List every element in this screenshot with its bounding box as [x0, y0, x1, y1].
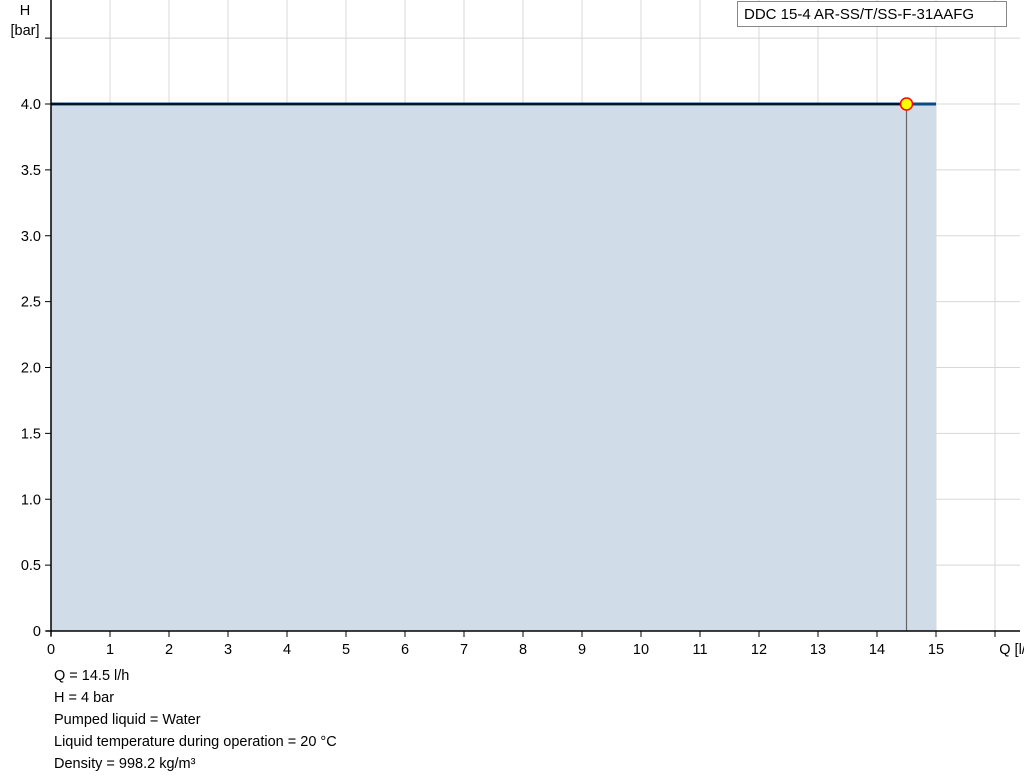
x-tick-label: 1 — [106, 642, 114, 658]
x-tick-label: 9 — [578, 642, 586, 658]
x-tick-label: 7 — [460, 642, 468, 658]
y-tick-label: 1.0 — [21, 492, 41, 508]
y-tick-label: 2.5 — [21, 295, 41, 311]
x-tick-label: 11 — [692, 642, 707, 658]
operating-info: Q = 14.5 l/h H = 4 bar Pumped liquid = W… — [54, 665, 337, 775]
x-axis-label: Q [l/h] — [999, 642, 1024, 658]
x-tick-label: 5 — [342, 642, 350, 658]
x-tick-label: 13 — [810, 642, 826, 658]
info-flow: Q = 14.5 l/h — [54, 668, 130, 684]
info-head: H = 4 bar — [54, 690, 115, 706]
info-liquid: Pumped liquid = Water — [54, 712, 201, 728]
operating-point — [899, 97, 914, 111]
x-tick-label: 12 — [751, 642, 767, 658]
x-tick-label: 0 — [47, 642, 55, 658]
info-temperature: Liquid temperature during operation = 20… — [54, 734, 337, 750]
x-tick-label: 4 — [283, 642, 291, 658]
info-density: Density = 998.2 kg/m³ — [54, 756, 196, 772]
y-tick-label: 0.5 — [21, 558, 41, 574]
x-tick-label: 8 — [519, 642, 527, 658]
y-axis-unit: [bar] — [10, 23, 39, 39]
curve-area — [51, 104, 936, 631]
x-tick-label: 2 — [165, 642, 173, 658]
y-tick-label: 4.0 — [21, 97, 41, 113]
y-tick-label: 3.0 — [21, 229, 41, 245]
x-tick-label: 6 — [401, 642, 409, 658]
legend-pump-name: DDC 15-4 AR-SS/T/SS-F-31AAFG — [737, 1, 1007, 27]
y-tick-label: 1.5 — [21, 426, 41, 442]
y-tick-label: 3.5 — [21, 163, 41, 179]
x-tick-label: 3 — [224, 642, 232, 658]
x-tick-label: 15 — [928, 642, 944, 658]
x-tick-label: 10 — [633, 642, 649, 658]
y-tick-label: 2.0 — [21, 361, 41, 377]
y-axis-label: H — [20, 3, 30, 19]
y-tick-label: 0 — [33, 624, 41, 640]
x-tick-label: 14 — [869, 642, 885, 658]
